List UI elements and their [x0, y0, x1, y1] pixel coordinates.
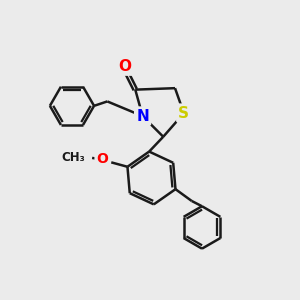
Text: O: O [97, 152, 108, 167]
Text: CH₃: CH₃ [61, 152, 85, 164]
Text: O: O [118, 58, 131, 74]
Text: S: S [178, 106, 189, 121]
Text: N: N [136, 109, 149, 124]
